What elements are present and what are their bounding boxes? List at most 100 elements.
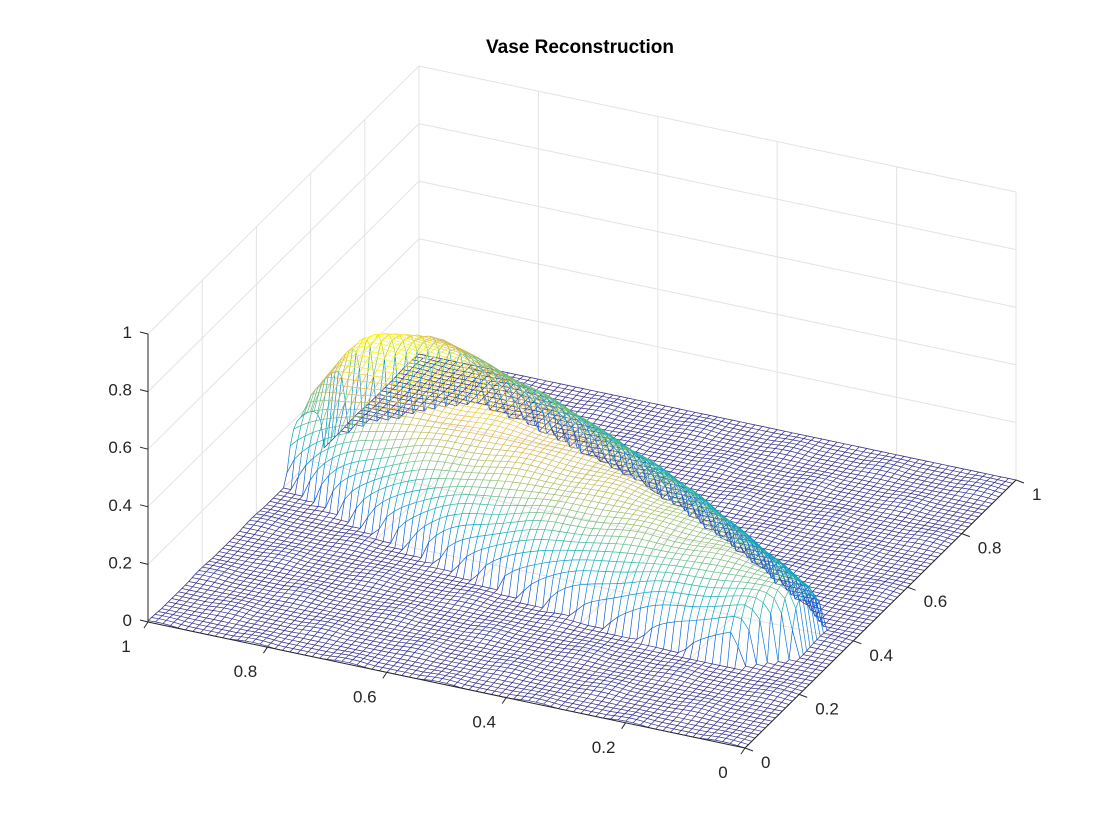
- mesh-lines: [479, 371, 520, 425]
- mesh-lines: [497, 377, 551, 435]
- mesh-lines: [359, 338, 431, 374]
- mesh-lines: [454, 346, 578, 459]
- mesh-lines: [393, 334, 517, 425]
- mesh-lines: [550, 426, 686, 511]
- mesh-lines: [593, 432, 598, 443]
- mesh-lines: [369, 365, 502, 413]
- mesh-lines: [442, 495, 531, 541]
- mesh-lines: [342, 352, 482, 400]
- mesh-lines: [534, 580, 540, 607]
- mesh-lines: [395, 333, 439, 379]
- mesh-lines: [308, 420, 317, 423]
- mesh-lines: [755, 563, 764, 569]
- mesh-lines: [394, 353, 516, 559]
- mesh-lines: [561, 427, 788, 591]
- x-tick-label: 0: [718, 763, 727, 782]
- mesh-lines: [692, 507, 702, 524]
- mesh-lines: [433, 383, 678, 520]
- mesh-lines: [401, 410, 652, 508]
- y-tick-mark: [853, 640, 862, 645]
- mesh-lines: [335, 347, 517, 418]
- mesh-lines: [392, 333, 421, 367]
- mesh-lines: [615, 461, 624, 475]
- mesh-lines: [428, 426, 604, 458]
- mesh-lines: [433, 390, 722, 559]
- mesh-lines: [450, 350, 539, 442]
- z-tick-mark: [139, 446, 149, 450]
- mesh-lines: [411, 342, 428, 356]
- mesh-lines: [350, 391, 776, 570]
- mesh-lines: [343, 439, 799, 585]
- mesh-lines: [366, 374, 374, 377]
- grid-line: [418, 180, 1017, 308]
- mesh-lines: [584, 436, 792, 595]
- mesh-lines: [375, 351, 635, 490]
- mesh-lines: [356, 341, 588, 463]
- mesh-lines: [325, 380, 490, 508]
- mesh-lines: [325, 347, 599, 470]
- mesh-lines: [338, 363, 782, 591]
- mesh-lines: [411, 391, 420, 394]
- mesh-lines: [427, 402, 431, 408]
- mesh-lines: [438, 495, 751, 597]
- mesh-lines: [158, 372, 857, 690]
- y-tick-label: 1: [1032, 485, 1041, 504]
- mesh-lines: [436, 557, 441, 569]
- mesh-lines: [542, 597, 551, 609]
- mesh-lines: [357, 355, 362, 362]
- mesh-lines: [368, 423, 704, 524]
- mesh-lines: [522, 499, 794, 577]
- mesh-lines: [612, 438, 699, 605]
- mesh-lines: [369, 363, 436, 379]
- z-tick-mark: [139, 389, 149, 393]
- mesh-lines: [553, 591, 592, 626]
- mesh-lines: [312, 429, 716, 573]
- mesh-lines: [323, 428, 787, 572]
- mesh-lines: [329, 377, 550, 451]
- mesh-lines: [636, 634, 645, 645]
- surface-mesh: [147, 332, 1017, 749]
- mesh-lines: [377, 376, 490, 398]
- mesh-lines: [390, 399, 509, 549]
- x-tick-mark: [501, 697, 507, 704]
- mesh-lines: [502, 505, 741, 589]
- mesh-lines: [365, 356, 370, 363]
- grid-line: [418, 123, 1017, 251]
- mesh-lines: [759, 557, 764, 569]
- x-tick-label: 0.2: [592, 738, 616, 757]
- mesh-lines: [337, 370, 630, 500]
- mesh-lines: [309, 378, 818, 662]
- x-tick-mark: [621, 722, 627, 730]
- mesh-lines: [448, 401, 513, 423]
- mesh-lines: [325, 490, 334, 508]
- mesh-lines: [340, 499, 702, 661]
- mesh-lines: [539, 480, 732, 558]
- mesh-lines: [347, 334, 528, 432]
- mesh-lines: [658, 475, 768, 663]
- mesh-lines: [403, 334, 473, 392]
- mesh-lines: [575, 550, 806, 584]
- mesh-lines: [492, 408, 792, 634]
- mesh-lines: [432, 557, 441, 564]
- z-tick-label: 0.2: [108, 553, 132, 572]
- mesh-lines: [343, 366, 460, 400]
- mesh-lines: [335, 358, 739, 530]
- mesh-lines: [400, 461, 784, 577]
- grid-line: [147, 180, 420, 450]
- mesh-lines: [408, 409, 539, 421]
- y-tick-label: 0.8: [978, 539, 1002, 558]
- mesh-lines: [304, 402, 755, 575]
- mesh-lines: [392, 359, 775, 563]
- mesh-lines: [481, 565, 487, 587]
- y-tick-mark: [1015, 479, 1025, 484]
- mesh-lines: [359, 399, 686, 607]
- mesh-lines: [374, 483, 769, 602]
- mesh-lines: [331, 426, 796, 592]
- mesh-lines: [320, 448, 614, 573]
- mesh-lines: [437, 385, 501, 406]
- axes: [139, 331, 1025, 755]
- mesh-lines: [389, 395, 528, 434]
- mesh-lines: [360, 333, 413, 362]
- mesh-lines: [378, 341, 527, 432]
- mesh-lines: [665, 487, 674, 505]
